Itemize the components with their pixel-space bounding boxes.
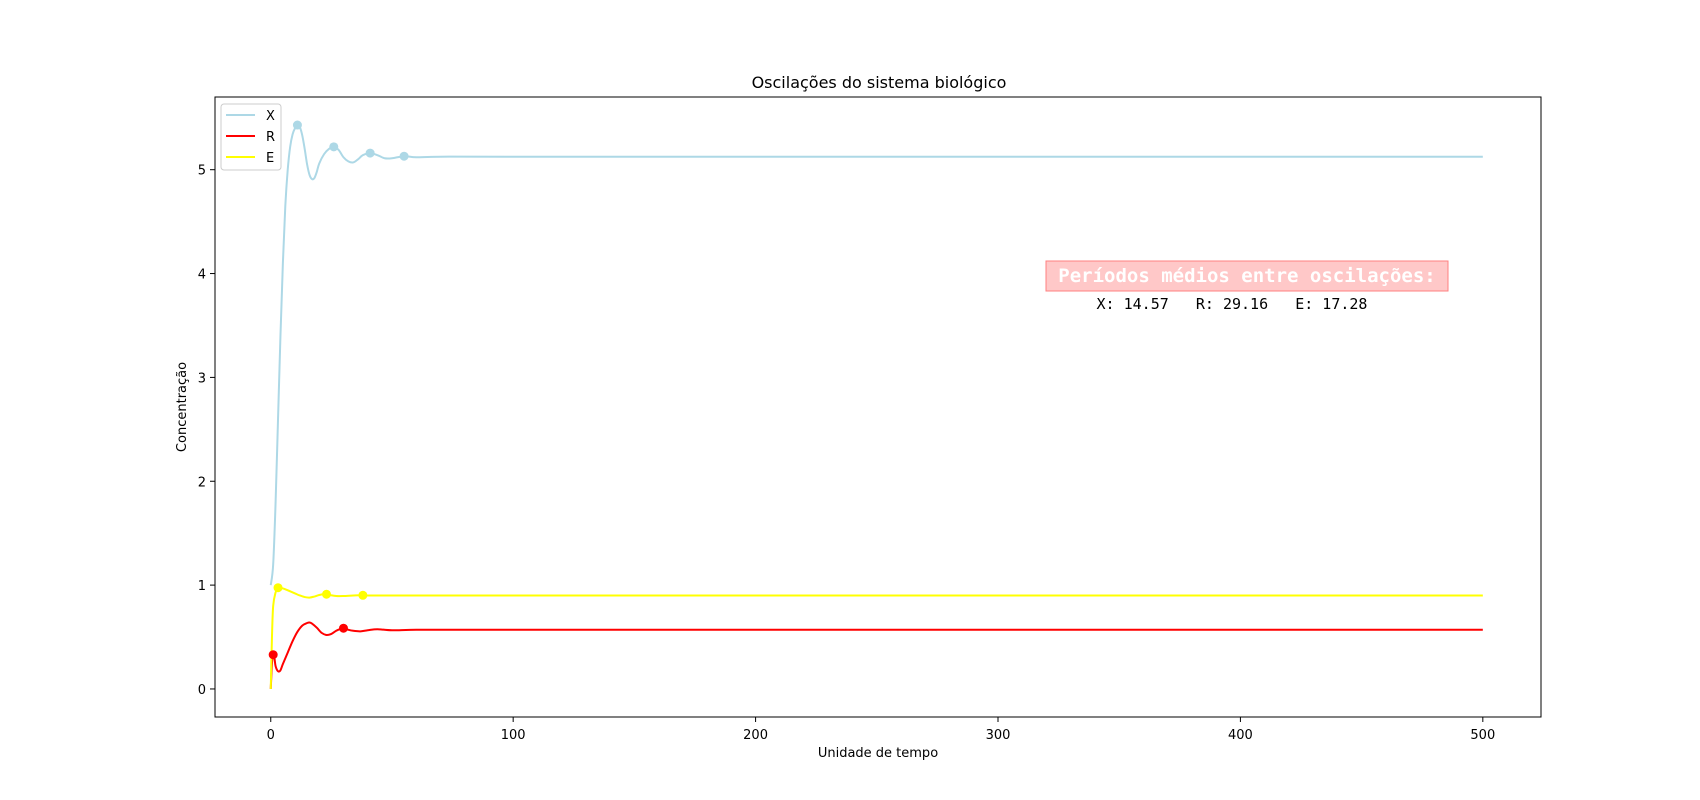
legend-label-x: X	[266, 109, 275, 124]
y-tick-label: 3	[198, 371, 206, 386]
peak-marker-r	[268, 650, 278, 660]
peak-marker-r	[338, 623, 348, 633]
legend: X R E	[220, 103, 282, 171]
y-tick-label: 2	[198, 475, 206, 490]
y-tick-label: 4	[198, 268, 206, 283]
y-axis: 0 1 2 3 4 5	[198, 164, 215, 698]
plot-frame	[214, 96, 1542, 718]
x-tick-label: 400	[1228, 728, 1253, 743]
series-line-e	[269, 586, 1483, 689]
annotation-heading: Períodos médios entre oscilações:	[1058, 265, 1436, 287]
annotation-heading-box	[1045, 260, 1449, 292]
x-axis-label: Unidade de tempo	[818, 746, 938, 761]
chart-title: Oscilações do sistema biológico	[752, 73, 1007, 92]
y-tick-label: 5	[198, 164, 206, 179]
annotation: Períodos médios entre oscilações: X: 14.…	[1045, 260, 1449, 313]
y-tick-label: 1	[198, 579, 206, 594]
x-tick-label: 200	[743, 728, 768, 743]
legend-label-e: E	[266, 151, 274, 166]
series-line-x	[269, 124, 1483, 586]
x-tick-label: 300	[986, 728, 1011, 743]
annotation-values: X: 14.57 R: 29.16 E: 17.28	[1097, 295, 1368, 313]
peak-marker-x	[292, 120, 302, 130]
series-line-r	[269, 621, 1483, 690]
plot-markers	[268, 120, 409, 660]
x-axis: 0 100 200 300 400 500	[267, 717, 1495, 743]
peak-marker-x	[399, 151, 409, 161]
x-tick-label: 500	[1470, 728, 1495, 743]
legend-label-r: R	[266, 130, 275, 145]
x-tick-label: 0	[267, 728, 275, 743]
peak-marker-e	[358, 590, 368, 600]
x-tick-label: 100	[501, 728, 526, 743]
peak-marker-x	[329, 142, 339, 152]
peak-marker-x	[365, 148, 375, 158]
plot-lines	[269, 124, 1483, 690]
peak-marker-e	[273, 583, 283, 593]
peak-marker-e	[322, 589, 332, 599]
y-tick-label: 0	[198, 683, 206, 698]
y-axis-label: Concentração	[175, 362, 190, 452]
